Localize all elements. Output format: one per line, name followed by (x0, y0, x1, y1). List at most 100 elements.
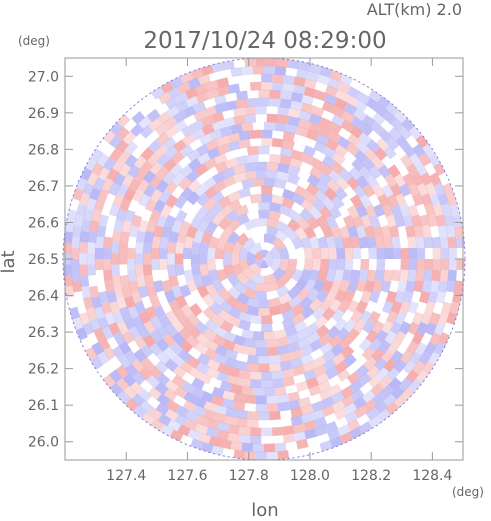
radar-cell (227, 285, 241, 300)
radar-cell (278, 301, 293, 314)
radar-cell (350, 116, 365, 130)
radar-cell (266, 403, 279, 413)
radar-cell (346, 204, 360, 219)
radar-cell (342, 269, 353, 282)
radar-cell (124, 398, 139, 412)
radar-cell (433, 182, 446, 196)
radar-cell (106, 290, 118, 304)
radar-cell (349, 426, 364, 440)
radar-cell (292, 364, 306, 377)
radar-cell (112, 193, 125, 207)
radar-cell (224, 357, 238, 369)
radar-cell (390, 118, 405, 133)
radar-cell (135, 230, 147, 244)
radar-cell (190, 215, 203, 229)
radar-cell (243, 162, 257, 173)
radar-cell (177, 424, 191, 437)
radar-cell (188, 366, 203, 380)
radar-cell (227, 190, 242, 203)
radar-cell (101, 326, 115, 341)
radar-cell (178, 327, 192, 342)
radar-cell (421, 143, 435, 158)
radar-cell (463, 269, 465, 282)
radar-cell (156, 350, 171, 365)
radar-cell (330, 61, 344, 74)
radar-cell (355, 279, 367, 293)
radar-cell (277, 58, 290, 68)
radar-cell (151, 236, 162, 249)
radar-cell (71, 236, 81, 249)
radar-cell (393, 109, 408, 124)
radar-cell (170, 219, 183, 234)
radar-cell (80, 285, 92, 299)
radar-cell (405, 369, 420, 384)
radar-cell (306, 70, 320, 83)
radar-cell (375, 366, 390, 381)
radar-cell (131, 371, 146, 386)
radar-cell (222, 398, 235, 410)
radar-cell (209, 301, 224, 316)
radar-cell (164, 194, 179, 209)
radar-cell (298, 110, 312, 122)
radar-cell (162, 136, 177, 151)
radar-cell (387, 164, 401, 179)
radar-cell (139, 400, 154, 415)
radar-cell (424, 370, 438, 385)
radar-cell (319, 162, 334, 177)
radar-cell (319, 58, 333, 70)
radar-cell (327, 258, 338, 271)
radar-cell (235, 98, 249, 109)
radar-cell (380, 225, 392, 238)
radar-cell (247, 418, 259, 429)
radar-cell (266, 161, 279, 172)
radar-cell (309, 58, 323, 67)
radar-cell (359, 309, 373, 324)
radar-cell (199, 264, 210, 277)
radar-cell (238, 377, 251, 388)
radar-cell (355, 364, 370, 378)
radar-cell (243, 345, 257, 356)
radar-cell (312, 278, 326, 293)
radar-cell (460, 214, 465, 227)
radar-cell (424, 133, 438, 148)
radar-cell (285, 123, 298, 135)
radar-cell (401, 386, 415, 401)
radar-cell (156, 372, 170, 387)
radar-cell (454, 312, 465, 326)
radar-cell (225, 209, 240, 223)
radar-cell (303, 247, 314, 260)
radar-cell (288, 295, 303, 309)
radar-cell (233, 115, 246, 126)
radar-cell (183, 391, 198, 404)
radar-cell (447, 236, 457, 249)
radar-cell (395, 100, 409, 115)
radar-cell (413, 280, 424, 293)
radar-cell (293, 422, 306, 434)
radar-cell (63, 230, 66, 243)
radar-cell (368, 338, 383, 353)
radar-cell (353, 99, 368, 113)
radar-cell (200, 441, 214, 454)
radar-cell (128, 280, 140, 293)
radar-cell (123, 96, 138, 111)
radar-cell (449, 301, 461, 315)
radar-cell (164, 408, 179, 422)
radar-cell (75, 327, 88, 341)
radar-cell (415, 269, 425, 282)
radar-cell (146, 285, 158, 299)
radar-cell (269, 97, 281, 108)
radar-cell (371, 320, 385, 335)
radar-cell (216, 268, 228, 282)
radar-cell (196, 219, 210, 234)
radar-cell (278, 292, 292, 306)
radar-cell (133, 348, 148, 363)
radar-cell (314, 424, 328, 437)
radar-cell (349, 194, 364, 209)
radar-cell (142, 170, 156, 184)
radar-field (63, 58, 465, 460)
radar-cell (179, 220, 192, 234)
radar-cell (309, 451, 323, 460)
radar-cell (377, 164, 392, 179)
radar-cell (155, 166, 170, 180)
radar-cell (378, 417, 392, 432)
